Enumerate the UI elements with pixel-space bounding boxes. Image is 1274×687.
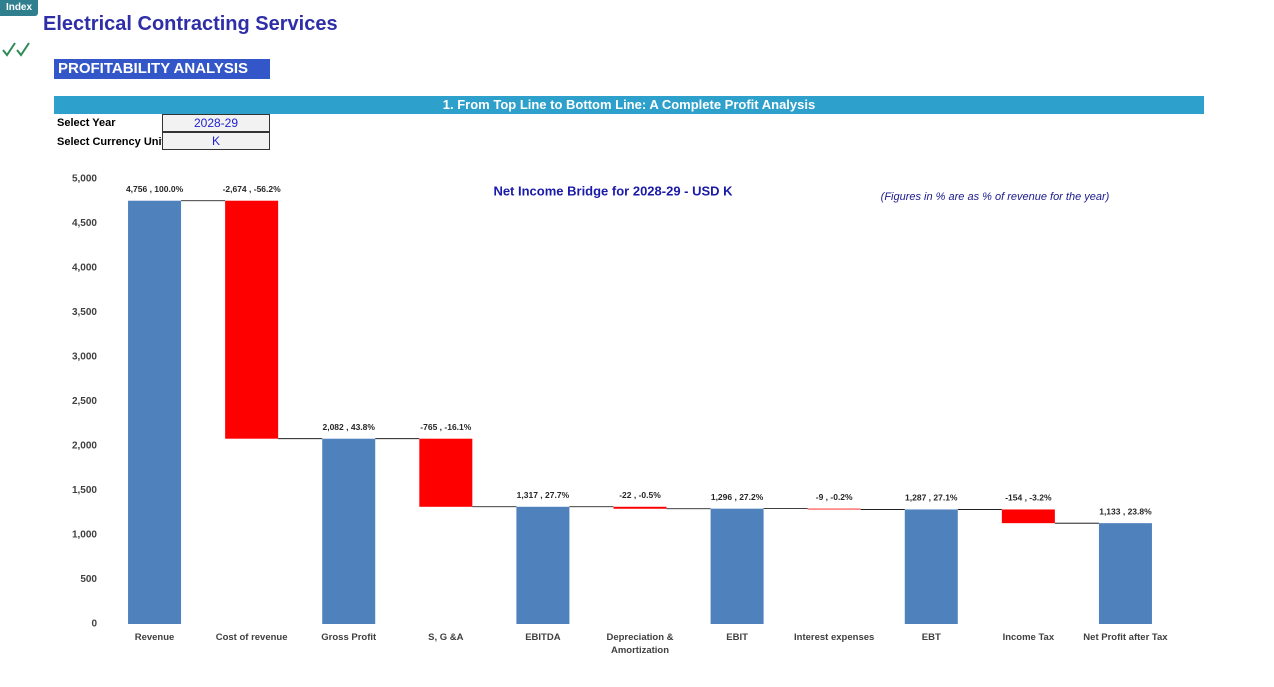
x-tick-label: Cost of revenue	[215, 632, 288, 643]
year-label: Select Year	[57, 117, 116, 129]
bar	[904, 509, 958, 624]
x-tick-label: EBT	[921, 632, 941, 643]
x-tick-label: EBITDA	[525, 632, 561, 643]
year-input[interactable]: 2028-29	[162, 114, 270, 132]
y-tick-label: 4,500	[72, 218, 97, 229]
data-label: -9 , -0.2%	[816, 492, 853, 502]
section-title: PROFITABILITY ANALYSIS	[54, 59, 270, 79]
x-tick-label: Depreciation & Amortization	[606, 632, 674, 656]
chart-note: (Figures in % are as % of revenue for th…	[881, 191, 1110, 203]
bar	[516, 506, 570, 624]
data-label: -22 , -0.5%	[619, 490, 661, 500]
unit-input[interactable]: K	[162, 132, 270, 150]
bar	[710, 508, 764, 624]
y-tick-label: 500	[80, 574, 97, 585]
bar	[807, 508, 861, 510]
y-tick-label: 2,500	[72, 396, 97, 407]
x-tick-label: Revenue	[134, 632, 175, 643]
data-label: 2,082 , 43.8%	[322, 422, 375, 432]
y-tick-label: 5,000	[72, 174, 97, 185]
check-icon	[2, 42, 30, 57]
y-tick-label: 1,500	[72, 485, 97, 496]
page-title: Electrical Contracting Services	[43, 13, 338, 35]
y-tick-label: 3,000	[72, 352, 97, 363]
data-label: 1,317 , 27.7%	[517, 490, 570, 500]
bar	[322, 438, 376, 624]
data-label: 1,296 , 27.2%	[711, 492, 764, 502]
bar	[128, 200, 182, 624]
x-tick-label: Gross Profit	[321, 632, 377, 643]
y-tick-label: 3,500	[72, 307, 97, 318]
bar	[1001, 509, 1055, 524]
data-label: 1,287 , 27.1%	[905, 493, 958, 503]
data-label: 4,756 , 100.0%	[126, 184, 184, 194]
x-tick-label: EBIT	[726, 632, 748, 643]
data-label: -765 , -16.1%	[420, 422, 471, 432]
bar	[1098, 523, 1152, 624]
bar	[225, 200, 279, 439]
x-tick-label: Interest expenses	[794, 632, 875, 643]
data-label: -2,674 , -56.2%	[223, 184, 282, 194]
x-tick-label: Net Profit after Tax	[1083, 632, 1168, 643]
check-mark	[2, 42, 16, 57]
x-tick-label: S, G &A	[428, 632, 464, 643]
bar	[613, 506, 667, 509]
y-tick-label: 4,000	[72, 263, 97, 274]
y-tick-label: 1,000	[72, 530, 97, 541]
y-tick-label: 2,000	[72, 441, 97, 452]
data-label: -154 , -3.2%	[1005, 493, 1052, 503]
y-tick-label: 0	[91, 619, 97, 630]
check-mark	[16, 42, 30, 57]
index-button[interactable]: Index	[0, 0, 38, 16]
chart-title: Net Income Bridge for 2028-29 - USD K	[493, 183, 733, 198]
banner: 1. From Top Line to Bottom Line: A Compl…	[54, 96, 1204, 114]
unit-label: Select Currency Unit	[57, 136, 166, 148]
data-label: 1,133 , 23.8%	[1099, 506, 1152, 516]
x-tick-label: Income Tax	[1002, 632, 1055, 643]
bar	[419, 438, 473, 507]
